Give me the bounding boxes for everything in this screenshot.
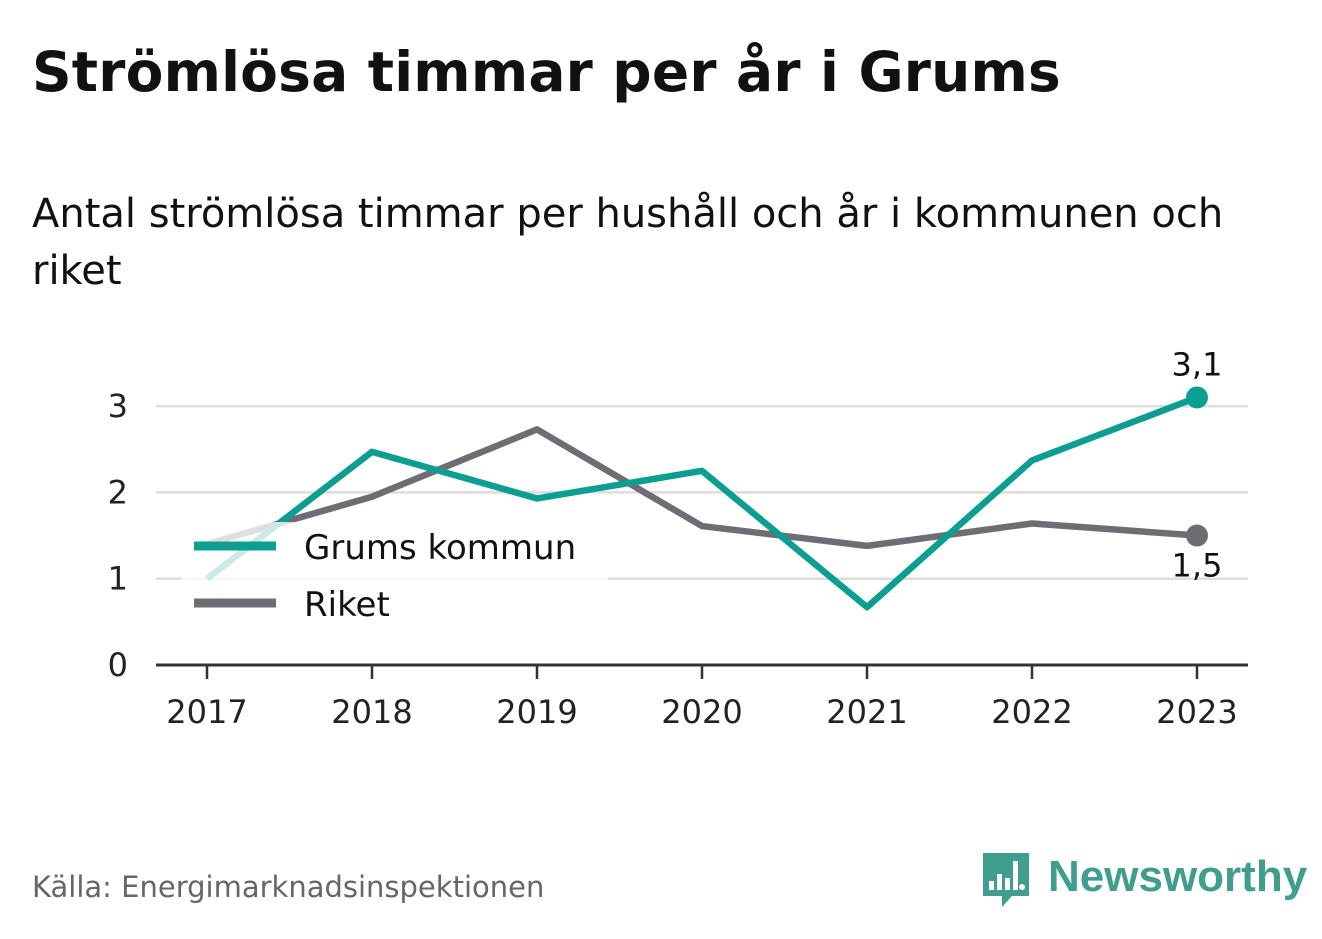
end-label-riket: 1,5 [1172,547,1223,585]
x-tick-label: 2021 [826,693,907,731]
series-lines [205,386,1208,611]
y-axis-ticks: 0 1 2 3 [108,387,128,684]
legend-background [182,522,608,634]
y-tick-label: 0 [108,646,128,684]
legend: Grums kommun Riket [182,522,608,634]
y-tick-label: 2 [108,473,128,511]
x-tick-label: 2020 [661,693,742,731]
x-tick-label: 2019 [496,693,577,731]
series-line-grums-kommun [205,394,1199,611]
x-tick-label: 2022 [991,693,1072,731]
x-axis-ticks: 2017 2018 2019 2020 2021 2022 2023 [166,665,1238,731]
end-label-grums-kommun: 3,1 [1172,345,1223,383]
series-line-riket [206,426,1198,550]
end-labels: 3,1 1,5 [1172,345,1223,584]
x-tick-label: 2023 [1156,693,1237,731]
chart-subtitle: Antal strömlösa timmar per hushåll och å… [32,191,1224,294]
bar-chart-logo-icon [983,853,1029,907]
y-tick-label: 3 [108,387,128,425]
legend-label-grums-kommun: Grums kommun [304,528,576,568]
chart-title: Strömlösa timmar per år i Grums [32,40,1061,104]
y-tick-label: 1 [108,560,128,598]
source-note: Källa: Energimarknadsinspektionen [32,870,545,904]
end-point-riket [1186,524,1208,547]
brand-name: Newsworthy [1048,852,1308,901]
x-tick-label: 2017 [166,693,247,731]
x-tick-label: 2018 [331,693,412,731]
legend-label-riket: Riket [304,585,390,625]
end-point-grums-kommun [1186,386,1208,409]
